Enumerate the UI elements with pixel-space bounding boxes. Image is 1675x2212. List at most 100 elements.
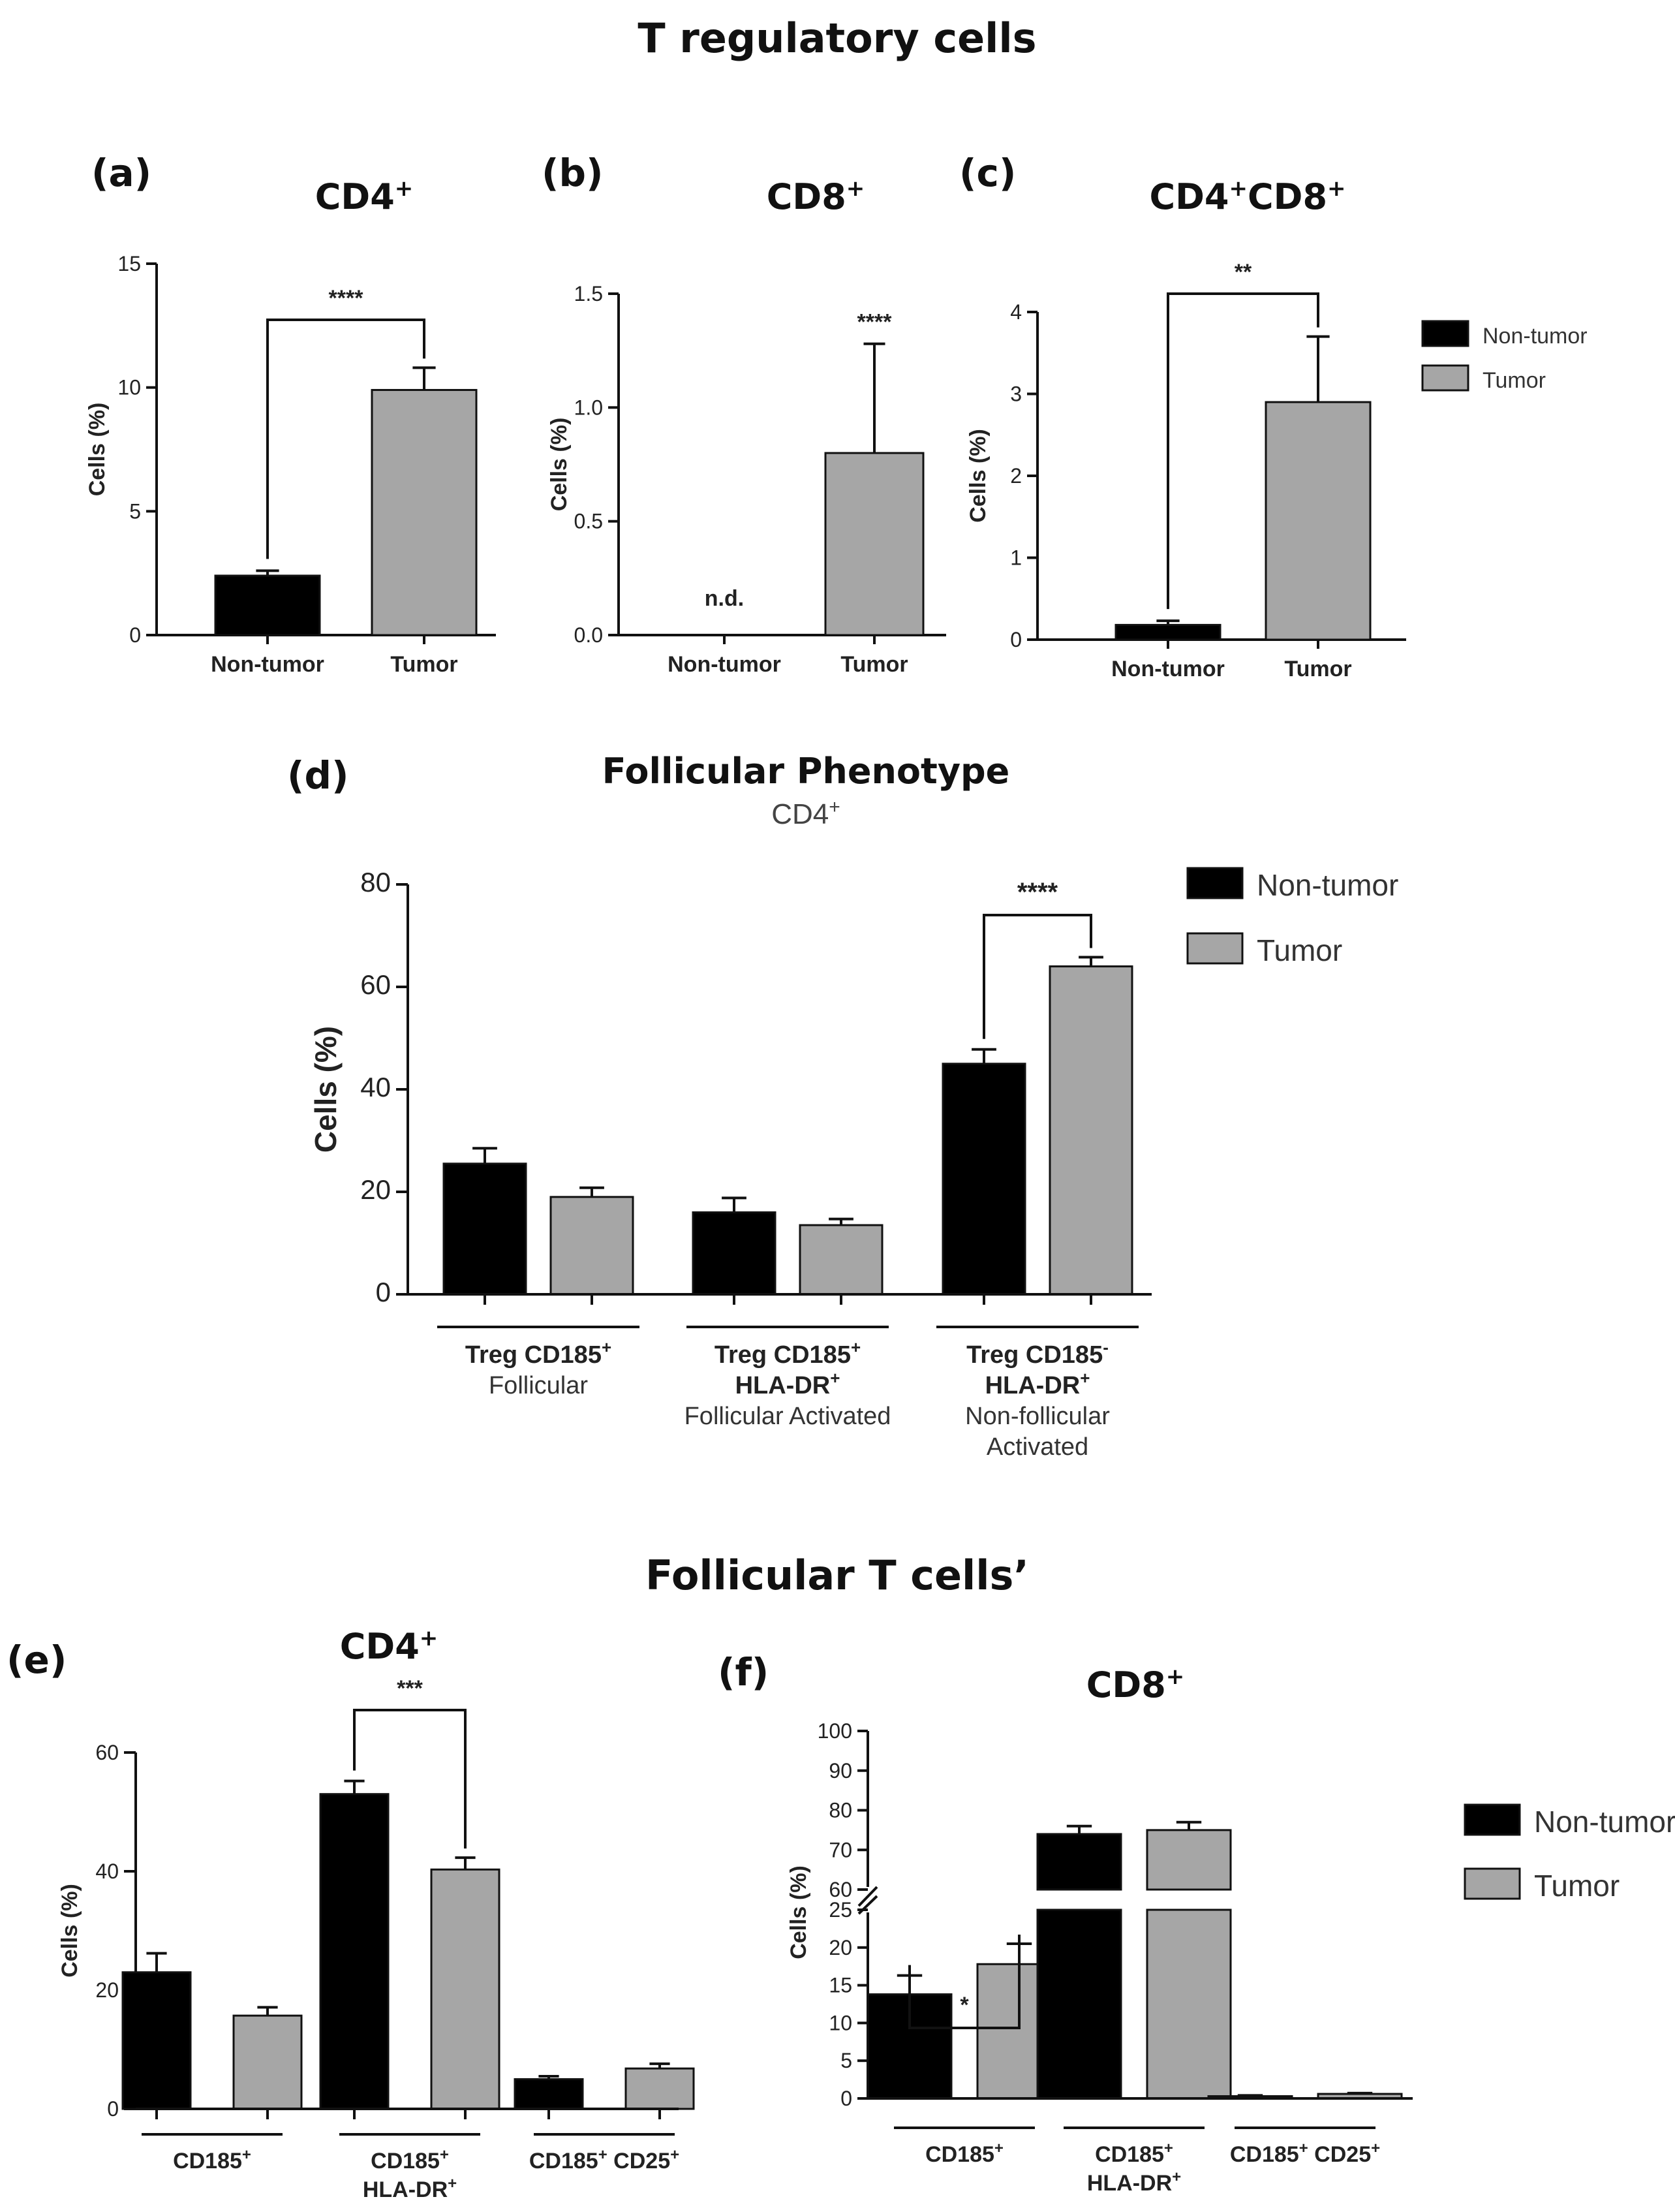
- chart-f-legend-swatch-nontumor: [1464, 1803, 1521, 1836]
- chart-b-y-label: Cells (%): [547, 418, 572, 512]
- chart-c-y-tick-label: 3: [1010, 382, 1022, 406]
- chart-d-group-sublabel: Follicular Activated: [684, 1403, 891, 1430]
- chart-c-legend-label-nontumor: Non-tumor: [1483, 324, 1588, 349]
- chart-e-group-label: HLA-DR+: [363, 2175, 457, 2203]
- chart-f-y-tick-label: 100: [818, 1719, 852, 1743]
- chart-subtitle-d: CD4+: [771, 796, 840, 831]
- chart-d-sig-bracket: [983, 914, 1092, 1039]
- chart-a-bar-tumor: [371, 388, 478, 636]
- chart-e-bar-nontumor: [514, 2078, 584, 2110]
- chart-b-y-tick-label: 0.5: [574, 510, 603, 533]
- chart-f-legend-label-nontumor: Non-tumor: [1534, 1805, 1675, 1839]
- panel-label-a: (a): [91, 151, 151, 195]
- chart-e-y-tick-label: 60: [95, 1741, 119, 1764]
- chart-c-y-tick-label: 4: [1010, 300, 1022, 324]
- chart-a-x-label: Non-tumor: [211, 652, 324, 677]
- chart-a-bar-nontumor: [214, 574, 321, 636]
- chart-a-y-tick-label: 5: [129, 499, 141, 523]
- chart-e-group-label: CD185+: [371, 2146, 449, 2174]
- chart-f-group-label: CD185+: [1095, 2140, 1173, 2168]
- chart-c-bar-nontumor: [1114, 623, 1222, 641]
- chart-d-bar-nontumor: [942, 1063, 1026, 1296]
- chart-f-y-tick-label: 80: [829, 1799, 852, 1822]
- chart-c-legend-swatch-tumor: [1421, 364, 1469, 392]
- chart-d-group-label: Treg CD185-: [966, 1337, 1109, 1369]
- chart-f-y-tick-label: 60: [829, 1878, 852, 1901]
- chart-title-a: CD4+: [315, 176, 414, 217]
- section-title-treg: T regulatory cells: [638, 14, 1036, 62]
- chart-f-bar-tumor: [1146, 1829, 1232, 1891]
- chart-e-group-label: CD185+ CD25+: [529, 2146, 679, 2174]
- chart-e-sig-bracket: [353, 1709, 467, 1849]
- chart-d-legend-swatch-nontumor: [1186, 867, 1244, 899]
- chart-d-sig-label: ****: [1017, 878, 1058, 907]
- chart-d-y-tick-label: 80: [360, 867, 391, 897]
- chart-c-y-tick-label: 0: [1010, 628, 1022, 651]
- chart-e-sig-label: ***: [397, 1676, 423, 1701]
- chart-c-y-tick-label: 2: [1010, 464, 1022, 488]
- chart-f-y-tick-label: 0: [840, 2087, 852, 2110]
- chart-f-sig-label: *: [960, 1993, 969, 2017]
- chart-d-group-sublabel: Follicular: [489, 1372, 588, 1399]
- chart-a-y-tick-label: 10: [117, 376, 141, 399]
- chart-d-group-label: Treg CD185+: [715, 1337, 861, 1369]
- chart-f-y-tick-label: 20: [829, 1936, 852, 1959]
- chart-e-bar-nontumor: [121, 1971, 192, 2110]
- panel-label-f: (f): [718, 1650, 769, 1694]
- chart-c-sig-label: **: [1235, 260, 1252, 285]
- chart-e-y-tick-label: 0: [107, 2097, 119, 2121]
- chart-c-x-label: Non-tumor: [1111, 657, 1225, 681]
- chart-b-sig-label: ****: [857, 310, 893, 335]
- chart-d-bar-tumor: [549, 1196, 634, 1296]
- chart-f-group-label: CD185+ CD25+: [1230, 2140, 1380, 2168]
- chart-d-group-label: HLA-DR+: [985, 1368, 1090, 1399]
- chart-a-x-label: Tumor: [390, 652, 457, 677]
- chart-c-sig-bracket: [1167, 292, 1319, 610]
- chart-d-bar-nontumor: [442, 1162, 527, 1296]
- chart-d-y-tick-label: 40: [360, 1072, 391, 1102]
- chart-f-group-label: CD185+: [925, 2140, 1004, 2168]
- chart-e-y-tick-label: 20: [95, 1978, 119, 2002]
- panel-label-c: (c): [959, 151, 1016, 195]
- chart-f-y-tick-label: 5: [840, 2049, 852, 2072]
- chart-e-y-label: Cells (%): [57, 1884, 82, 1978]
- chart-f-legend-label-tumor: Tumor: [1534, 1869, 1620, 1903]
- chart-f-y-label: Cells (%): [786, 1865, 811, 1959]
- chart-d-group-label: Treg CD185+: [465, 1337, 611, 1369]
- chart-title-e: CD4+: [340, 1625, 438, 1667]
- chart-b-x-label: Non-tumor: [668, 652, 781, 677]
- chart-c-y-label: Cells (%): [966, 429, 991, 523]
- chart-f-y-tick-label: 90: [829, 1759, 852, 1783]
- chart-f-bar-nontumor: [1036, 1833, 1122, 1891]
- chart-a-sig-bracket: [266, 319, 425, 559]
- chart-d-y-tick-label: 0: [376, 1277, 391, 1307]
- section-title-follicular: Follicular T cells’: [645, 1551, 1029, 1599]
- chart-c-y-tick-label: 1: [1010, 546, 1022, 570]
- chart-e-bar-tumor: [624, 2067, 695, 2110]
- chart-e-bar-tumor: [232, 2014, 303, 2110]
- chart-d-group-label: HLA-DR+: [735, 1368, 840, 1399]
- chart-f-legend-swatch-tumor: [1464, 1867, 1521, 1900]
- chart-d-bar-tumor: [1049, 965, 1133, 1296]
- chart-f-y-tick-label: 70: [829, 1838, 852, 1862]
- chart-c-legend-swatch-nontumor: [1421, 320, 1469, 347]
- panel-label-d: (d): [287, 753, 349, 798]
- chart-e-bar-nontumor: [319, 1793, 390, 2110]
- chart-f-bar-nontumor: [1036, 1908, 1122, 2100]
- chart-f-group-label: HLA-DR+: [1087, 2168, 1181, 2196]
- chart-c-x-label: Tumor: [1284, 657, 1351, 681]
- chart-b-y-tick-label: 1.5: [574, 282, 603, 305]
- chart-title-d: Follicular Phenotype: [602, 751, 1010, 792]
- chart-b-y-tick-label: 1.0: [574, 396, 603, 419]
- chart-d-y-label: Cells (%): [309, 1026, 343, 1153]
- chart-a-y-label: Cells (%): [85, 403, 110, 497]
- chart-e-y-tick-label: 40: [95, 1860, 119, 1883]
- chart-f-y-tick-label: 10: [829, 2011, 852, 2034]
- chart-d-group-sublabel: Activated: [987, 1433, 1088, 1461]
- chart-d-bar-tumor: [799, 1224, 884, 1296]
- chart-d-bar-nontumor: [692, 1211, 776, 1296]
- chart-f-y-tick-label: 15: [829, 1974, 852, 1997]
- chart-title-b: CD8+: [767, 176, 865, 217]
